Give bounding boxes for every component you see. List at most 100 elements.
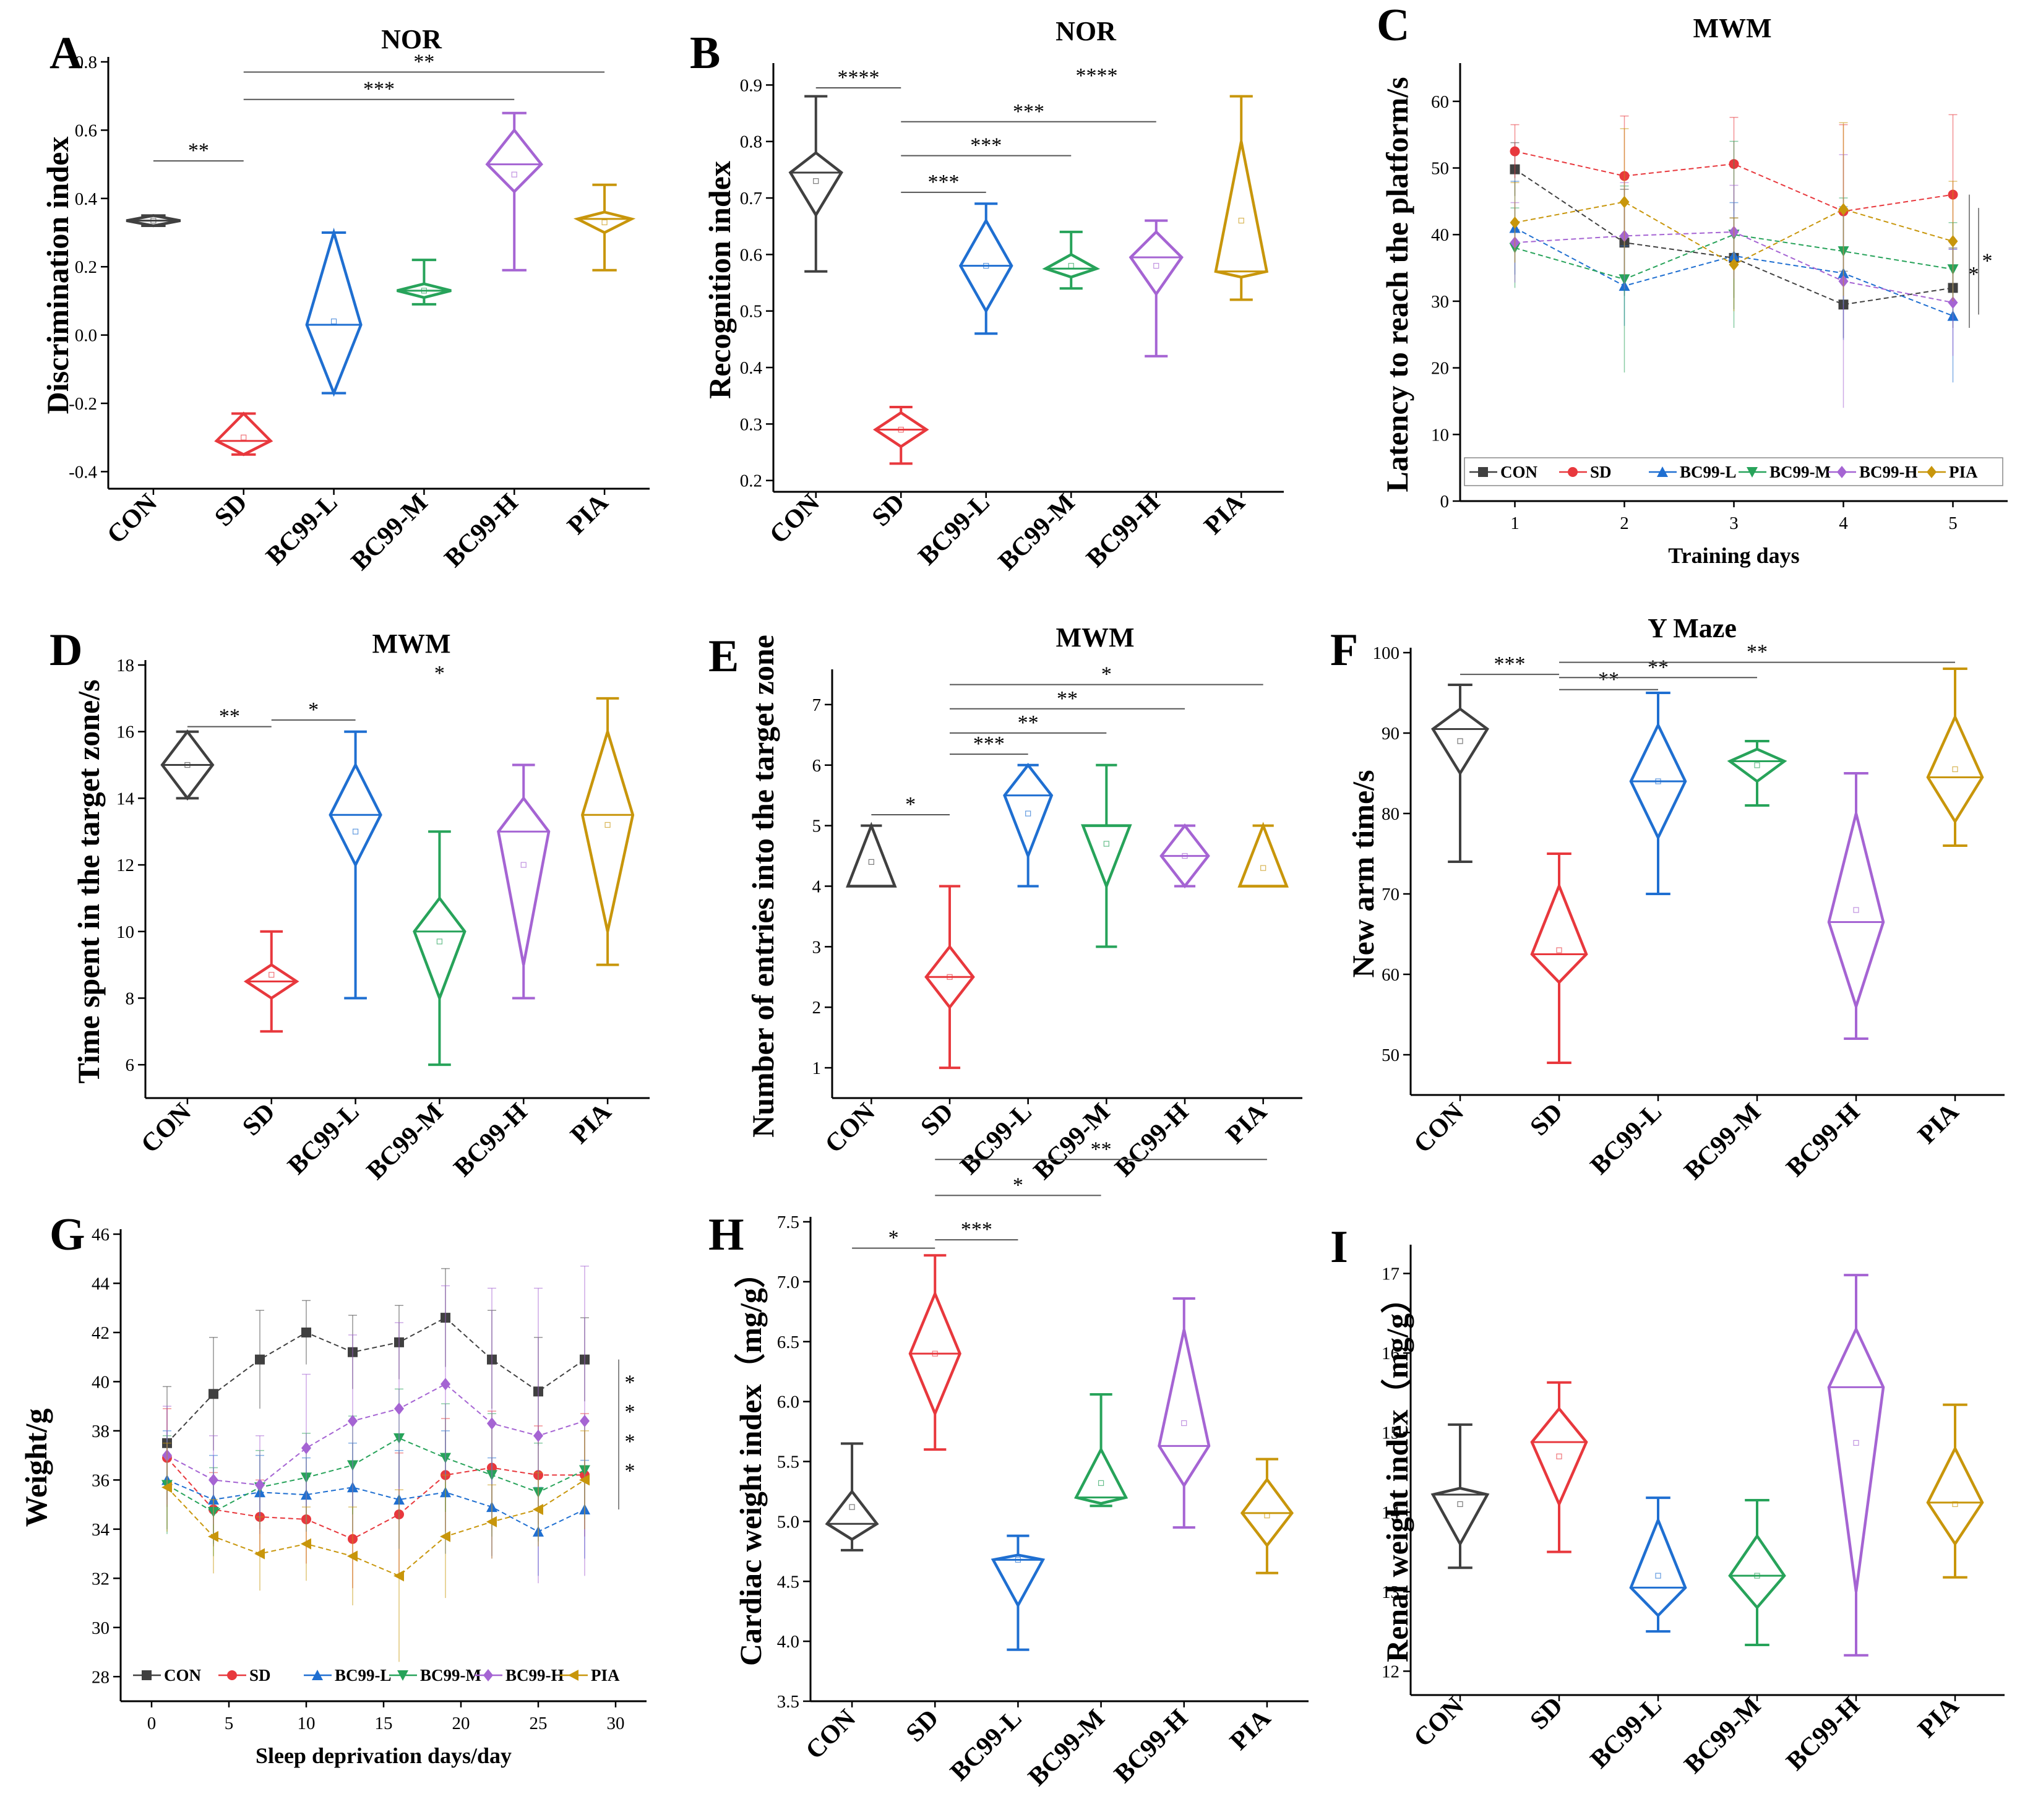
- violin-SD: SD: [901, 1254, 961, 1748]
- mean-marker: [1098, 1480, 1104, 1486]
- y-axis-label: Number of entries into the target zone: [746, 635, 780, 1138]
- violin-body: [1926, 713, 1984, 825]
- violin-body: [573, 210, 636, 234]
- significance-label: **: [1648, 656, 1669, 679]
- mean-marker: [1754, 1573, 1760, 1579]
- y-tick-label: 2: [812, 998, 822, 1018]
- series-line: [1515, 150, 1953, 212]
- category-label: SD: [916, 1098, 960, 1142]
- panel-title: Y Maze: [1648, 613, 1737, 643]
- violin-CON: CON: [820, 822, 897, 1159]
- series-line: [166, 1437, 585, 1513]
- panel-letter: G: [49, 1209, 85, 1260]
- mean-marker: [421, 288, 428, 294]
- y-tick-label: 15: [1382, 1423, 1399, 1443]
- y-tick-label: 6: [126, 1055, 135, 1075]
- y-axis-label: Weight/g: [19, 1409, 53, 1527]
- y-tick-label: 7: [812, 695, 822, 715]
- significance-label: *: [1982, 249, 1993, 272]
- mean-marker: [1015, 1556, 1021, 1563]
- data-point: [1838, 203, 1849, 216]
- y-tick-label: 0.4: [740, 358, 763, 378]
- significance-label: ***: [970, 134, 1002, 157]
- legend: CON SD BC99-L BC99-M BC99-H PIA: [133, 1666, 620, 1685]
- legend-label: PIA: [1949, 463, 1978, 481]
- category-label: BC99-L: [282, 1098, 364, 1180]
- y-tick-label: 4.5: [777, 1572, 799, 1592]
- violin-PIA: PIA: [565, 697, 635, 1149]
- significance-label: ***: [1013, 100, 1044, 123]
- data-point: [533, 1504, 543, 1516]
- mean-marker: [932, 1350, 938, 1357]
- series-BC99-M: [161, 1388, 590, 1556]
- series-line: [166, 1479, 585, 1577]
- y-tick-label: 40: [1431, 225, 1449, 245]
- data-point: [142, 1670, 152, 1680]
- violin-BC99-L: BC99-L: [1585, 692, 1687, 1180]
- category-label: PIA: [562, 488, 614, 540]
- y-tick-label: 60: [1382, 965, 1399, 985]
- panel-H: 3.5 4.0 4.5 5.0 5.5 6.0 6.5 7.0 7.5 Cardiac weigh…: [708, 1138, 1309, 1792]
- series-line: [166, 1479, 585, 1532]
- category-label: PIA: [565, 1097, 617, 1149]
- series-line: [166, 1316, 585, 1444]
- mean-marker: [1153, 263, 1159, 269]
- violin-CON: CON: [135, 729, 215, 1159]
- significance-label: *: [308, 698, 319, 721]
- y-tick-label: 12: [1382, 1662, 1399, 1681]
- category-label: CON: [135, 1098, 197, 1159]
- data-point: [1478, 467, 1488, 477]
- figure-panels: -0.4 -0.2 0.0 0.2 0.4 0.6 0.8 Discrimination in…: [19, 0, 2008, 1792]
- mean-marker: [330, 318, 337, 325]
- significance-label: **: [219, 705, 240, 728]
- y-tick-label: 50: [1382, 1045, 1399, 1065]
- panel-title: MWM: [1693, 13, 1771, 43]
- mean-marker: [868, 859, 874, 865]
- legend-label: BC99-L: [335, 1666, 392, 1685]
- significance-label: *: [625, 1430, 635, 1453]
- significance-label: ****: [838, 66, 880, 89]
- violin-body: [1003, 763, 1054, 860]
- violin-BC99-L: BC99-L: [260, 228, 363, 571]
- violin-CON: CON: [801, 1442, 879, 1765]
- category-label: SD: [237, 1098, 281, 1142]
- mean-marker: [1952, 766, 1958, 773]
- mean-marker: [1025, 810, 1031, 817]
- violin-body: [305, 228, 363, 397]
- data-point: [209, 1389, 218, 1399]
- significance-label: *: [434, 662, 445, 685]
- panel-B: 0.2 0.3 0.4 0.5 0.6 0.7 0.8 0.9 Recognition inde…: [690, 16, 1284, 576]
- violin-BC99-H: BC99-H: [449, 763, 551, 1182]
- category-label: BC99-H: [1109, 1704, 1193, 1788]
- series-line: [166, 1457, 585, 1540]
- y-tick-label: 6.5: [777, 1333, 799, 1352]
- category-label: BC99-H: [449, 1098, 533, 1182]
- mean-marker: [604, 822, 611, 828]
- y-tick-label: 36: [92, 1470, 110, 1490]
- y-tick-label: 10: [116, 922, 134, 942]
- category-label: BC99-L: [260, 489, 343, 571]
- y-tick-label: 0.9: [740, 75, 762, 95]
- mean-marker: [947, 974, 953, 980]
- violin-SD: SD: [867, 406, 929, 532]
- y-tick-label: 5.5: [777, 1453, 799, 1472]
- violin-body: [1081, 824, 1132, 890]
- violin-body: [1237, 822, 1289, 888]
- legend-label: BC99-H: [1859, 463, 1918, 481]
- category-label: PIA: [1912, 1097, 1964, 1149]
- x-tick-label: 10: [298, 1714, 316, 1733]
- panel-G: 28 30 32 34 36 38 40 42 44 46 Weight/g G 0 5 10 15 20 25 3…: [19, 1209, 647, 1768]
- significance-label: *: [1013, 1174, 1023, 1196]
- y-tick-label: 30: [1431, 292, 1449, 312]
- data-point: [227, 1670, 237, 1680]
- violin-SD: SD: [1525, 1381, 1588, 1735]
- violin-body: [825, 1489, 879, 1542]
- mean-marker: [1264, 1513, 1270, 1519]
- violin-BC99-L: BC99-L: [913, 202, 1013, 571]
- category-label: SD: [1525, 1098, 1569, 1142]
- violin-BC99-H: BC99-H: [1781, 1274, 1885, 1776]
- mean-marker: [1238, 218, 1244, 224]
- data-point: [1619, 195, 1630, 208]
- y-tick-label: 5.0: [777, 1512, 799, 1532]
- violin-body: [1530, 882, 1588, 985]
